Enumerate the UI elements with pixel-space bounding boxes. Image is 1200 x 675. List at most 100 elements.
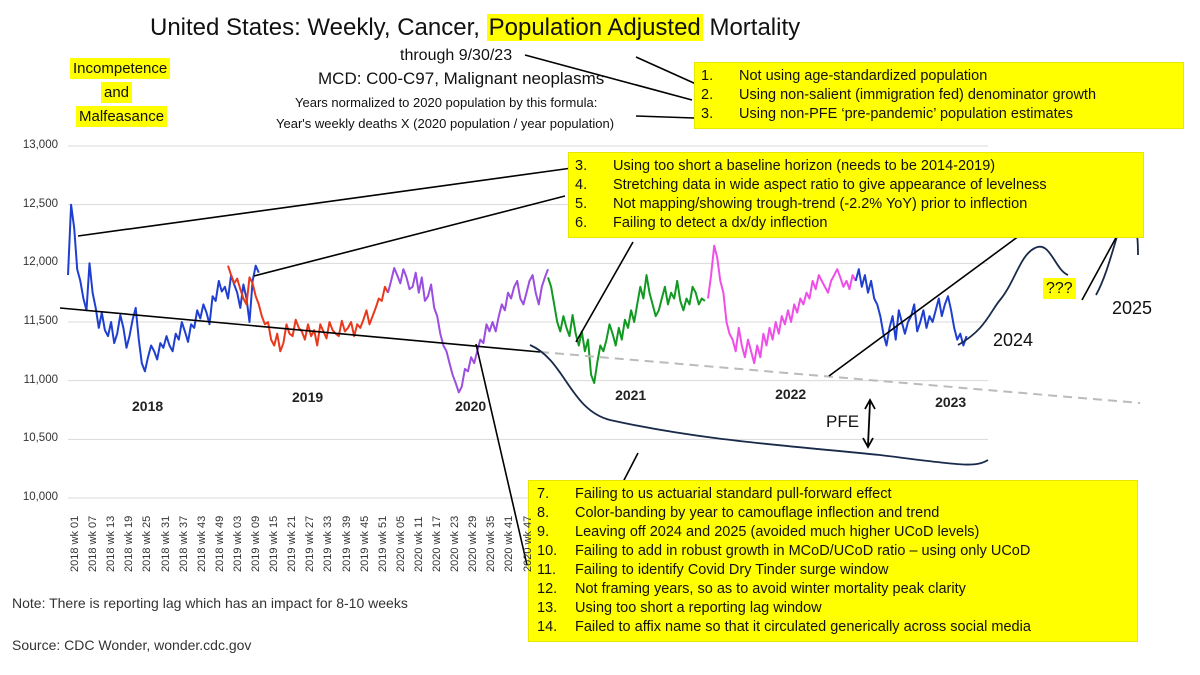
critique-number: 14.	[537, 619, 558, 635]
critique-number: 1.	[701, 68, 714, 84]
critique-item: 11. Failing to identify Covid Dry Tinder …	[537, 561, 1129, 580]
x-tick-label: 2018 wk 31	[159, 515, 172, 572]
y-tick-label: 11,500	[23, 315, 58, 327]
x-tick-label: 2019 wk 15	[268, 515, 281, 572]
critique-number: 13.	[537, 600, 558, 616]
x-tick-label: 2019 wk 27	[304, 515, 317, 572]
y-tick-label: 10,000	[22, 491, 58, 503]
y-tick-label: 11,000	[23, 373, 58, 386]
incompetence-tag-line1: Incompetence	[70, 58, 171, 79]
critique-number: 4.	[575, 177, 588, 193]
critique-text: Not framing years, so as to avoid winter…	[575, 581, 966, 597]
x-tick-label: 2018 wk 07	[87, 515, 100, 572]
x-tick-label: 2018 wk 37	[177, 515, 190, 572]
critique-text: Failing to us actuarial standard pull-fo…	[575, 486, 892, 502]
critique-item: 7. Failing to us actuarial standard pull-…	[537, 485, 1129, 504]
incompetence-tag-line3: Malfeasance	[76, 106, 168, 127]
series-line-2020	[387, 267, 549, 394]
y-tick-label: 12,500	[22, 197, 58, 210]
title-highlight: Population Adjusted	[486, 14, 703, 41]
critique-item: 9. Leaving off 2024 and 2025 (avoided muc…	[537, 523, 1129, 542]
critique-item: 6. Failing to detect a dx/dy inflection	[575, 214, 1137, 233]
critique-number: 2.	[701, 87, 714, 103]
year-label: 2022	[775, 385, 807, 402]
series-line-2019	[227, 265, 389, 353]
critique-text: Using non-salient (immigration fed) deno…	[739, 87, 1097, 103]
critique-number: 10.	[537, 543, 558, 559]
x-tick-label: 2020 wk 11	[412, 516, 425, 572]
chart-title: United States: Weekly, Cancer, Populatio…	[150, 14, 801, 41]
x-tick-label: 2018 wk 19	[123, 515, 136, 572]
critique-item: 8. Color-banding by year to camouflage in…	[537, 504, 1129, 523]
x-tick-label: 2019 wk 51	[376, 515, 389, 572]
pointer-line-5	[253, 195, 566, 277]
x-tick-label: 2020 wk 29	[467, 515, 480, 572]
x-tick-label: 2020 wk 35	[485, 515, 498, 572]
critique-item: 3. Using non-PFE ‘pre-pandemic’ populatio…	[701, 105, 1177, 124]
critique-item: 4. Stretching data in wide aspect ratio t…	[575, 176, 1137, 195]
critique-item: 10. Failing to add in robust growth in MC…	[537, 542, 1129, 561]
critique-number: 12.	[537, 581, 558, 597]
critique-text: Using too short a baseline horizon (need…	[613, 158, 996, 174]
year-label: 2018	[132, 398, 164, 415]
critique-item: 3. Using too short a baseline horizon (ne…	[575, 157, 1137, 176]
pointer-line-2	[524, 54, 693, 101]
x-tick-label: 2018 wk 25	[141, 515, 154, 572]
year-2025-label: 2025	[1112, 298, 1153, 318]
year-2024-label: 2024	[993, 330, 1034, 350]
x-tick-label: 2019 wk 09	[250, 515, 262, 572]
year-label: 2021	[615, 386, 647, 403]
reporting-lag-note: Note: There is reporting lag which has a…	[12, 595, 408, 611]
pointer-line-9	[475, 343, 528, 566]
pointer-line-10	[621, 452, 639, 485]
incompetence-tag-line2: and	[101, 82, 133, 103]
critique-text: Using too short a reporting lag window	[575, 600, 822, 616]
pointer-line-8	[1081, 233, 1119, 301]
pointer-line-6	[575, 241, 634, 343]
pointer-line-4	[77, 167, 573, 237]
x-tick-label: 2018 wk 49	[213, 515, 226, 572]
x-tick-label: 2018 wk 01	[69, 515, 81, 572]
critique-text: Stretching data in wide aspect ratio to …	[613, 177, 1047, 193]
critique-number: 6.	[575, 215, 588, 231]
critique-text: Leaving off 2024 and 2025 (avoided much …	[575, 524, 980, 540]
pfe-label: PFE	[826, 412, 860, 431]
critique-text: Using non-PFE ‘pre-pandemic’ population …	[739, 106, 1073, 122]
critique-text: Color-banding by year to camouflage infl…	[575, 505, 940, 521]
critique-item: 13. Using too short a reporting lag windo…	[537, 599, 1129, 618]
x-tick-label: 2019 wk 45	[358, 515, 371, 572]
critique-box-middle: 3. Using too short a baseline horizon (ne…	[568, 152, 1144, 238]
pfe-arrow	[862, 398, 876, 449]
critique-item: 12. Not framing years, so as to avoid win…	[537, 580, 1129, 599]
x-tick-label: 2020 wk 17	[431, 515, 443, 572]
critique-text: Not mapping/showing trough-trend (-2.2% …	[613, 196, 1028, 212]
critique-item: 1. Not using age-standardized population	[701, 67, 1177, 86]
trend-line	[59, 307, 541, 353]
y-tick-label: 10,500	[22, 432, 58, 445]
subtitle-mcd: MCD: C00-C97, Malignant neoplasms	[318, 69, 605, 88]
source-note: Source: CDC Wonder, wonder.cdc.gov	[12, 637, 252, 653]
dashed-trend-line	[539, 351, 1141, 404]
pfe-curve	[529, 344, 989, 466]
x-tick-label: 2020 wk 05	[394, 515, 407, 572]
y-tick-label: 13,000	[22, 139, 58, 151]
x-tick-label: 2019 wk 39	[340, 515, 353, 572]
question-tag: ???	[1043, 278, 1076, 299]
year-label: 2023	[935, 393, 967, 410]
subtitle-formula-detail: Year's weekly deaths X (2020 population …	[276, 116, 615, 131]
y-tick-label: 12,000	[22, 256, 58, 269]
critique-text: Failing to identify Covid Dry Tinder sur…	[575, 562, 889, 578]
critique-item: 5. Not mapping/showing trough-trend (-2.2…	[575, 195, 1137, 214]
critique-text: Failing to add in robust growth in MCoD/…	[575, 543, 1031, 559]
x-tick-label: 2019 wk 03	[231, 515, 244, 572]
year-label: 2020	[455, 398, 487, 415]
series-line-2023	[854, 268, 968, 347]
pointer-line-3	[635, 115, 695, 119]
critique-box-top: 1. Not using age-standardized population 2…	[694, 62, 1184, 129]
series-line-2021	[547, 274, 706, 384]
x-tick-label: 2020 wk 41	[503, 515, 516, 572]
subtitle-date: through 9/30/23	[400, 47, 513, 64]
x-tick-label: 2019 wk 21	[286, 515, 299, 572]
critique-text: Failed to affix name so that it circulat…	[575, 619, 1031, 635]
